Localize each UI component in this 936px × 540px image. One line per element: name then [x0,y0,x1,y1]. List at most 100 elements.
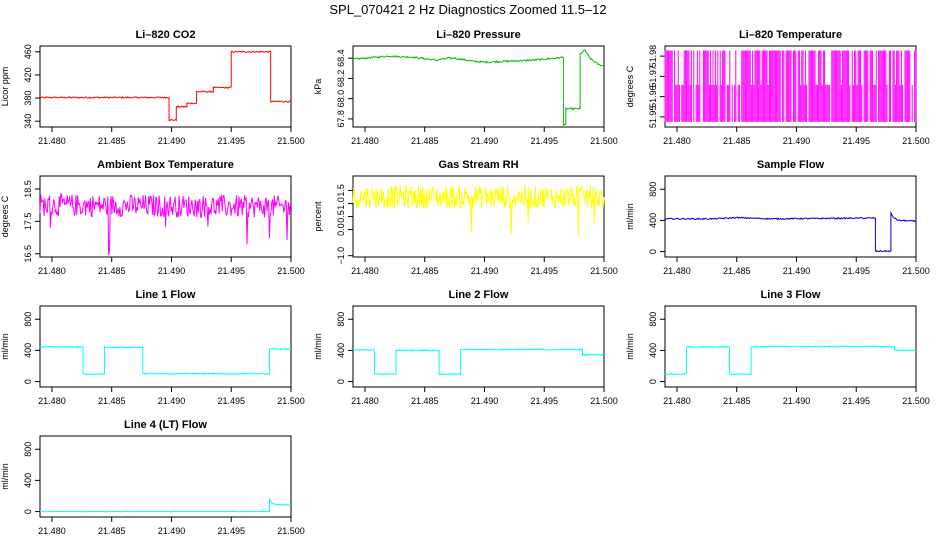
y-tick-label: 51.98 [648,45,658,68]
chart-panel: Li–820 Temperature degrees C 21.480 21.485 2… [625,29,930,146]
y-tick-label: 16.5 [23,245,33,263]
y-tick-label: 1.5 [336,184,346,197]
x-tick-label: 21.480 [38,396,66,406]
page-title: SPL_070421 2 Hz Diagnostics Zoomed 11.5–… [329,2,607,17]
x-tick-label: 21.500 [902,396,930,406]
x-tick-label: 21.500 [277,136,305,146]
plot-frame [352,305,605,388]
chart-title: Line 2 Flow [449,289,509,301]
chart-title: Sample Flow [757,159,825,171]
y-tick-label: 400 [336,343,346,358]
series-line [39,345,292,376]
y-axis-label: degrees C [625,65,635,107]
y-tick-label: 460 [23,44,33,59]
x-tick-label: 21.490 [783,396,811,406]
x-tick-label: 21.480 [351,136,379,146]
y-tick-label: 340 [23,114,33,129]
series-line [352,185,605,237]
x-tick-label: 21.495 [842,136,870,146]
chart-title: Gas Stream RH [438,159,518,171]
y-tick-label: 800 [23,442,33,457]
y-tick-label: 1.0 [336,197,346,210]
x-tick-label: 21.500 [590,266,618,276]
plot-frame [39,305,292,388]
y-tick-label: 0.0 [336,223,346,236]
x-tick-label: 21.485 [723,136,751,146]
y-tick-label: 51.97 [648,65,658,88]
x-tick-label: 21.490 [158,136,186,146]
y-tick-label: 51.96 [648,85,658,108]
plot-frame [39,45,292,128]
x-tick-label: 21.495 [530,396,558,406]
x-tick-label: 21.485 [411,396,439,406]
x-tick-label: 21.500 [277,266,305,276]
y-tick-label: 800 [23,312,33,327]
x-tick-label: 21.490 [158,396,186,406]
x-tick-label: 21.480 [663,266,691,276]
y-axis-label: degrees C [0,195,10,237]
series-line [664,345,917,376]
x-tick-label: 21.490 [471,266,499,276]
y-tick-label: 400 [648,213,658,228]
series-line [39,193,292,256]
plot-frame [39,435,292,518]
y-axis-label: Licor ppm [0,67,10,107]
plot-frame [664,305,917,388]
y-axis-label: ml/min [625,333,635,360]
x-tick-label: 21.500 [902,136,930,146]
x-tick-label: 21.490 [471,136,499,146]
y-tick-label: 0 [336,379,346,384]
y-axis-label: ml/min [0,463,10,490]
x-tick-label: 21.490 [471,396,499,406]
y-tick-label: 18.5 [23,180,33,198]
x-tick-label: 21.490 [158,526,186,536]
chart-panel: Li–820 CO2 Licor ppm 21.480 21.485 21.490 21.… [0,29,305,146]
x-tick-label: 21.485 [98,136,126,146]
x-tick-label: 21.500 [277,396,305,406]
y-tick-label: −1.0 [336,247,346,265]
x-tick-label: 21.485 [723,266,751,276]
x-tick-label: 21.495 [217,266,245,276]
y-tick-label: 68.4 [336,49,346,67]
plot-frame [39,175,292,258]
chart-title: Li–820 Pressure [436,29,520,41]
x-tick-label: 21.485 [411,136,439,146]
x-tick-label: 21.495 [217,136,245,146]
y-axis-label: ml/min [313,333,323,360]
x-tick-label: 21.485 [98,396,126,406]
x-tick-label: 21.480 [663,396,691,406]
y-tick-label: 400 [648,343,658,358]
y-tick-label: 51.95 [648,106,658,129]
series-line [664,211,917,253]
series-line [664,50,917,122]
x-tick-label: 21.490 [158,266,186,276]
x-tick-label: 21.500 [590,136,618,146]
chart-panel: Line 1 Flow ml/min 21.480 21.485 21.490 21.49… [0,289,305,406]
y-tick-label: 0 [648,249,658,254]
y-tick-label: 68.0 [336,90,346,108]
x-tick-label: 21.500 [277,526,305,536]
x-tick-label: 21.490 [783,136,811,146]
chart-panel: Ambient Box Temperature degrees C 21.480 21… [0,159,305,276]
y-tick-label: 0.5 [336,210,346,223]
chart-panel: Line 4 (LT) Flow ml/min 21.480 21.485 21.490… [0,419,305,536]
y-tick-label: 420 [23,67,33,82]
y-tick-label: 800 [648,182,658,197]
chart-title: Line 1 Flow [136,289,196,301]
y-tick-label: 800 [336,312,346,327]
x-tick-label: 21.480 [663,136,691,146]
x-tick-label: 21.495 [842,396,870,406]
x-tick-label: 21.500 [902,266,930,276]
chart-panel: Gas Stream RH percent 21.480 21.485 21.490 21… [313,159,618,276]
x-tick-label: 21.485 [98,526,126,536]
x-tick-label: 21.495 [530,136,558,146]
y-axis-label: kPa [313,79,323,95]
plot-frame [352,45,605,128]
chart-title: Ambient Box Temperature [97,159,234,171]
y-tick-label: 17.5 [23,213,33,231]
x-tick-label: 21.495 [217,396,245,406]
series-line [39,50,292,122]
x-tick-label: 21.495 [530,266,558,276]
chart-panel: Sample Flow ml/min 21.480 21.485 21.490 21.49… [625,159,930,276]
